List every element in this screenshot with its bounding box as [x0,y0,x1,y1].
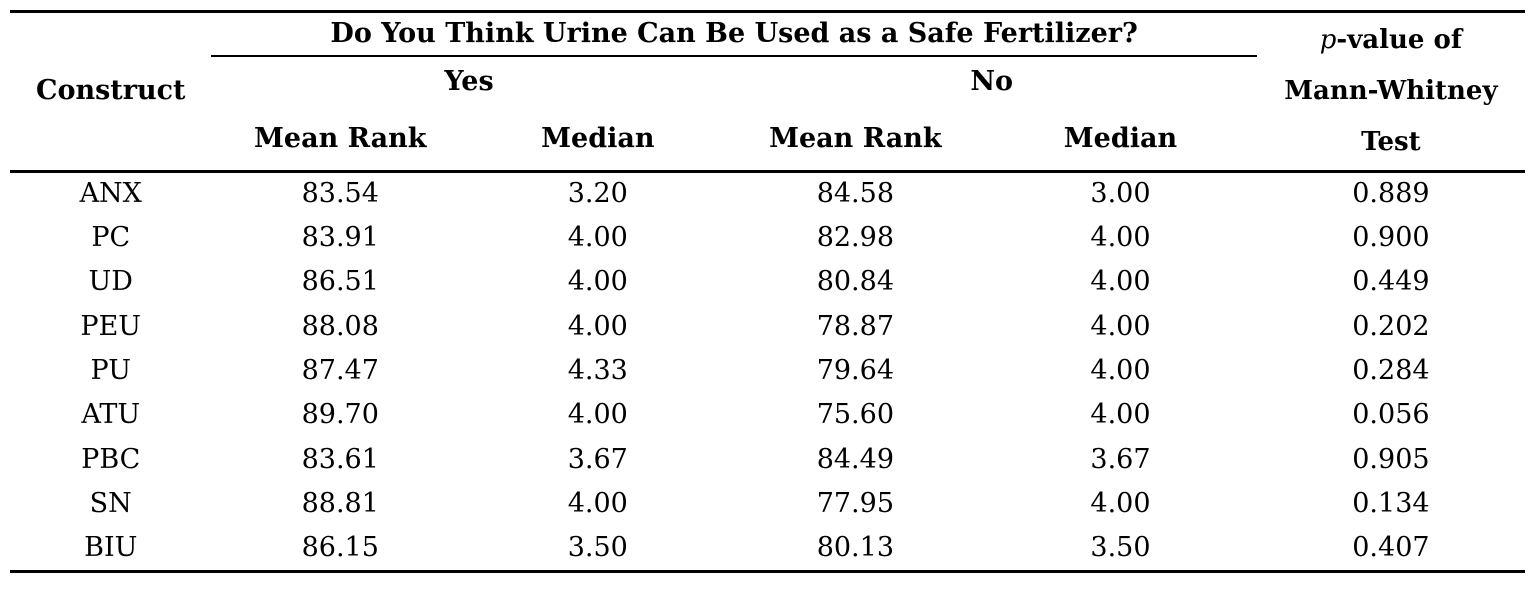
cell-yes-median: 4.33 [567,355,628,387]
cell-yes-mean-rank: 86.51 [301,266,379,298]
cell-pvalue: 0.284 [1352,355,1430,387]
group-header-no: No [970,65,1014,97]
cell-construct: PBC [81,443,141,475]
subheader-no-mean-rank: Mean Rank [769,122,942,154]
table-row: SN 88.81 4.00 77.95 4.00 0.134 [10,482,1525,526]
cell-yes-median: 4.00 [567,221,628,253]
cell-construct: PU [90,355,131,387]
cell-yes-median: 4.00 [567,399,628,431]
table-header: Construct Do You Think Urine Can Be Used… [10,11,1525,172]
cell-no-mean-rank: 77.95 [816,488,894,520]
cell-no-mean-rank: 79.64 [816,355,894,387]
cell-yes-mean-rank: 87.47 [301,355,379,387]
cell-yes-mean-rank: 86.15 [301,531,379,563]
table-row: PC 83.91 4.00 82.98 4.00 0.900 [10,216,1525,260]
table-row: PBC 83.61 3.67 84.49 3.67 0.905 [10,438,1525,482]
cell-yes-mean-rank: 83.91 [301,221,379,253]
cell-pvalue: 0.202 [1352,310,1430,342]
pvalue-column-header: p-value of Mann-Whitney Test [1257,12,1525,172]
cell-pvalue: 0.905 [1352,443,1430,475]
pvalue-header-line2: Mann-Whitney [1284,76,1498,107]
table-row: PU 87.47 4.33 79.64 4.00 0.284 [10,349,1525,393]
cell-no-mean-rank: 78.87 [816,310,894,342]
cell-yes-median: 3.67 [567,443,628,475]
cell-pvalue: 0.407 [1352,531,1430,563]
table-row: UD 86.51 4.00 80.84 4.00 0.449 [10,260,1525,304]
header-row-question: Construct Do You Think Urine Can Be Used… [10,11,1525,157]
subheader-no-median: Median [1063,122,1178,154]
cell-construct: PC [91,221,131,253]
cell-no-median: 4.00 [1090,310,1151,342]
group-header-yes: Yes [444,65,494,97]
cell-yes-mean-rank: 88.81 [301,488,379,520]
question-column-header: Do You Think Urine Can Be Used as a Safe… [211,11,1257,57]
cell-construct: BIU [84,531,138,563]
cell-yes-median: 3.20 [469,169,727,216]
cell-no-median: 4.00 [1090,221,1151,253]
cell-no-median: 3.67 [1090,443,1151,475]
cell-no-median: 4.00 [1090,355,1151,387]
pvalue-header-line1-rest: -value of [1336,25,1463,56]
cell-no-mean-rank: 80.84 [816,266,894,298]
cell-pvalue: 0.056 [1352,399,1430,431]
cell-no-median: 4.00 [1090,399,1151,431]
cell-construct: SN [89,488,132,520]
table-row: PEU 88.08 4.00 78.87 4.00 0.202 [10,305,1525,349]
pvalue-header-line3: Test [1361,126,1421,157]
cell-yes-mean-rank: 88.08 [301,310,379,342]
table-row: BIU 86.15 3.50 80.13 3.50 0.407 [10,527,1525,571]
subheader-yes-median: Median [541,122,655,154]
cell-yes-mean-rank: 83.54 [211,169,470,216]
cell-pvalue: 0.889 [1256,169,1525,216]
cell-construct: ATU [81,399,141,431]
cell-no-mean-rank: 82.98 [816,221,894,253]
construct-column-header: Construct [35,75,186,107]
cell-no-mean-rank: 84.49 [816,443,894,475]
cell-no-median: 3.00 [984,169,1257,216]
pvalue-header-line1: p-value of [1257,15,1525,66]
cell-pvalue: 0.900 [1352,221,1430,253]
cell-construct: ANX [10,169,212,216]
cell-yes-median: 3.50 [567,531,628,563]
cell-pvalue: 0.449 [1352,266,1430,298]
italic-p-symbol: p [1319,25,1337,56]
cell-no-median: 4.00 [1090,488,1151,520]
cell-yes-median: 4.00 [567,310,628,342]
table-row: ANX 83.54 3.20 84.58 3.00 0.889 [10,169,1525,216]
header-row-subheaders: Mean Rank Median Mean Rank Median [10,108,1525,172]
paper-table-container: Construct Do You Think Urine Can Be Used… [10,10,1525,573]
mann-whitney-table: Construct Do You Think Urine Can Be Used… [10,10,1525,573]
subheader-yes-mean-rank: Mean Rank [254,122,427,154]
cell-no-median: 3.50 [1090,531,1151,563]
table-body: ANX 83.54 3.20 84.58 3.00 0.889 PC 83.91… [10,169,1525,572]
cell-no-mean-rank: 84.58 [726,169,985,216]
cell-yes-median: 4.00 [567,488,628,520]
cell-construct: UD [88,266,133,298]
cell-construct: PEU [80,310,142,342]
cell-no-mean-rank: 75.60 [816,399,894,431]
cell-no-median: 4.00 [1090,266,1151,298]
cell-yes-mean-rank: 89.70 [301,399,379,431]
cell-pvalue: 0.134 [1352,488,1430,520]
header-row-groups: Yes No [10,56,1525,108]
cell-yes-mean-rank: 83.61 [301,443,379,475]
cell-yes-median: 4.00 [567,266,628,298]
cell-no-mean-rank: 80.13 [816,531,894,563]
table-row: ATU 89.70 4.00 75.60 4.00 0.056 [10,393,1525,437]
